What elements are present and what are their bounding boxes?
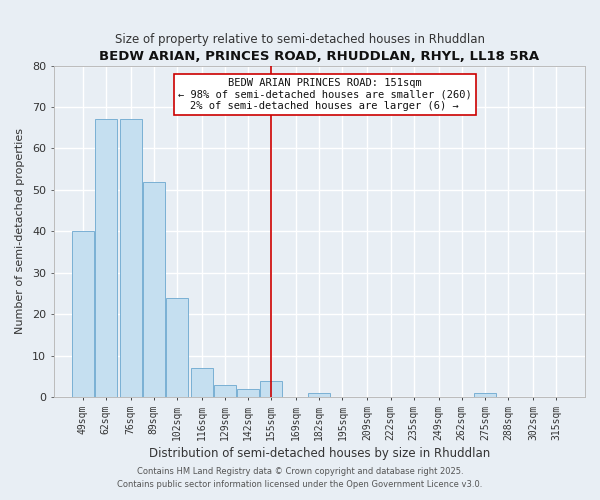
X-axis label: Distribution of semi-detached houses by size in Rhuddlan: Distribution of semi-detached houses by …	[149, 447, 490, 460]
Bar	[143, 182, 165, 397]
Bar	[214, 384, 236, 397]
Title: BEDW ARIAN, PRINCES ROAD, RHUDDLAN, RHYL, LL18 5RA: BEDW ARIAN, PRINCES ROAD, RHUDDLAN, RHYL…	[99, 50, 539, 63]
Bar	[71, 232, 94, 397]
Bar	[308, 393, 331, 397]
Bar	[237, 389, 259, 397]
Bar	[95, 120, 117, 397]
Bar	[191, 368, 213, 397]
Bar	[474, 393, 496, 397]
Text: BEDW ARIAN PRINCES ROAD: 151sqm
← 98% of semi-detached houses are smaller (260)
: BEDW ARIAN PRINCES ROAD: 151sqm ← 98% of…	[178, 78, 472, 111]
Bar	[260, 380, 283, 397]
Y-axis label: Number of semi-detached properties: Number of semi-detached properties	[15, 128, 25, 334]
Text: Contains HM Land Registry data © Crown copyright and database right 2025.
Contai: Contains HM Land Registry data © Crown c…	[118, 468, 482, 489]
Bar	[166, 298, 188, 397]
Bar	[119, 120, 142, 397]
Text: Size of property relative to semi-detached houses in Rhuddlan: Size of property relative to semi-detach…	[115, 32, 485, 46]
